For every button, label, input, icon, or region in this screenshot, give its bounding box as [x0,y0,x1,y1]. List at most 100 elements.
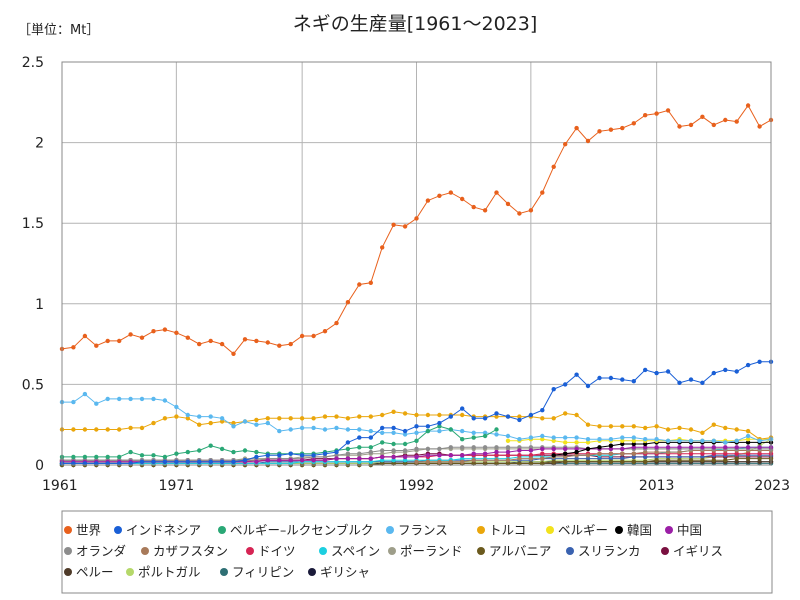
data-point [460,437,465,442]
data-point [357,456,362,461]
data-point [471,451,476,456]
data-point [437,193,442,198]
data-point [745,456,751,461]
data-point [597,129,602,134]
data-point [139,459,145,464]
data-point [711,122,716,128]
data-point [471,458,476,463]
data-point [505,445,511,450]
data-point [745,433,751,439]
data-point [380,425,385,431]
data-point [540,437,545,442]
data-point [288,341,293,347]
data-point [460,428,465,434]
data-point [597,424,602,429]
data-point [677,380,682,385]
data-point [734,451,739,456]
data-point [631,435,636,440]
data-point [380,245,385,250]
data-point [620,424,625,429]
legend-marker [64,547,72,555]
data-point [117,427,122,432]
data-point [494,414,499,419]
data-point [494,432,499,437]
data-point [345,446,351,452]
data-point [437,459,442,464]
data-point [563,142,568,147]
data-point [688,445,694,450]
data-point [643,449,648,455]
data-point [402,461,408,466]
data-point [448,453,453,458]
data-point [574,412,579,418]
chart-title: ネギの生産量[1961～2023] [293,13,538,35]
data-point [94,461,99,466]
data-point [757,438,762,443]
y-axis-ticks: 0 0.5 1 1.5 2 2.5 [22,55,44,474]
data-point [700,114,705,120]
data-point [563,435,568,440]
data-point [414,446,419,452]
data-point [265,461,270,466]
data-point [460,406,465,411]
data-point [391,222,396,227]
legend-marker [661,547,669,555]
y-tick-label: 2.5 [22,55,44,71]
data-point [563,446,568,452]
data-point [71,345,76,350]
data-point [311,458,316,463]
data-point [334,425,339,431]
data-point [643,437,648,442]
data-point [254,338,259,344]
data-point [688,122,694,128]
data-point [597,437,602,442]
legend-marker [246,547,254,555]
data-point [380,440,385,445]
data-point [540,190,545,195]
data-point [219,419,225,424]
data-point [219,341,225,347]
data-point [517,456,522,461]
data-point [551,459,556,464]
data-point [665,427,671,432]
data-point [482,430,488,435]
data-point [299,453,305,458]
data-point [162,398,168,403]
legend-label: カザフスタン [153,544,228,559]
data-point [574,125,579,131]
data-point [231,351,236,356]
data-point [745,362,751,368]
legend-label: トルコ [489,523,526,538]
data-point [505,414,511,419]
data-point [585,446,591,452]
data-point [620,459,625,464]
data-point [197,341,202,347]
data-point [563,440,568,445]
data-point [723,425,728,431]
data-point [391,430,396,435]
data-point [334,456,339,461]
data-point [654,454,659,460]
data-point [608,443,614,448]
data-point [322,458,328,463]
data-point [460,412,465,418]
data-point [482,461,488,466]
data-point [540,446,545,452]
data-point [82,427,88,432]
data-point [700,380,705,385]
data-point [665,438,671,443]
data-point [368,456,373,461]
data-point [608,451,614,456]
y-tick-label: 2 [35,136,44,152]
data-point [723,458,728,463]
data-point [311,425,316,431]
data-point [494,458,499,463]
data-point [574,435,579,440]
data-point [505,458,511,463]
data-point [231,449,236,455]
data-point [357,427,362,432]
data-point [345,427,351,432]
data-point [505,461,511,466]
data-point [151,459,156,464]
